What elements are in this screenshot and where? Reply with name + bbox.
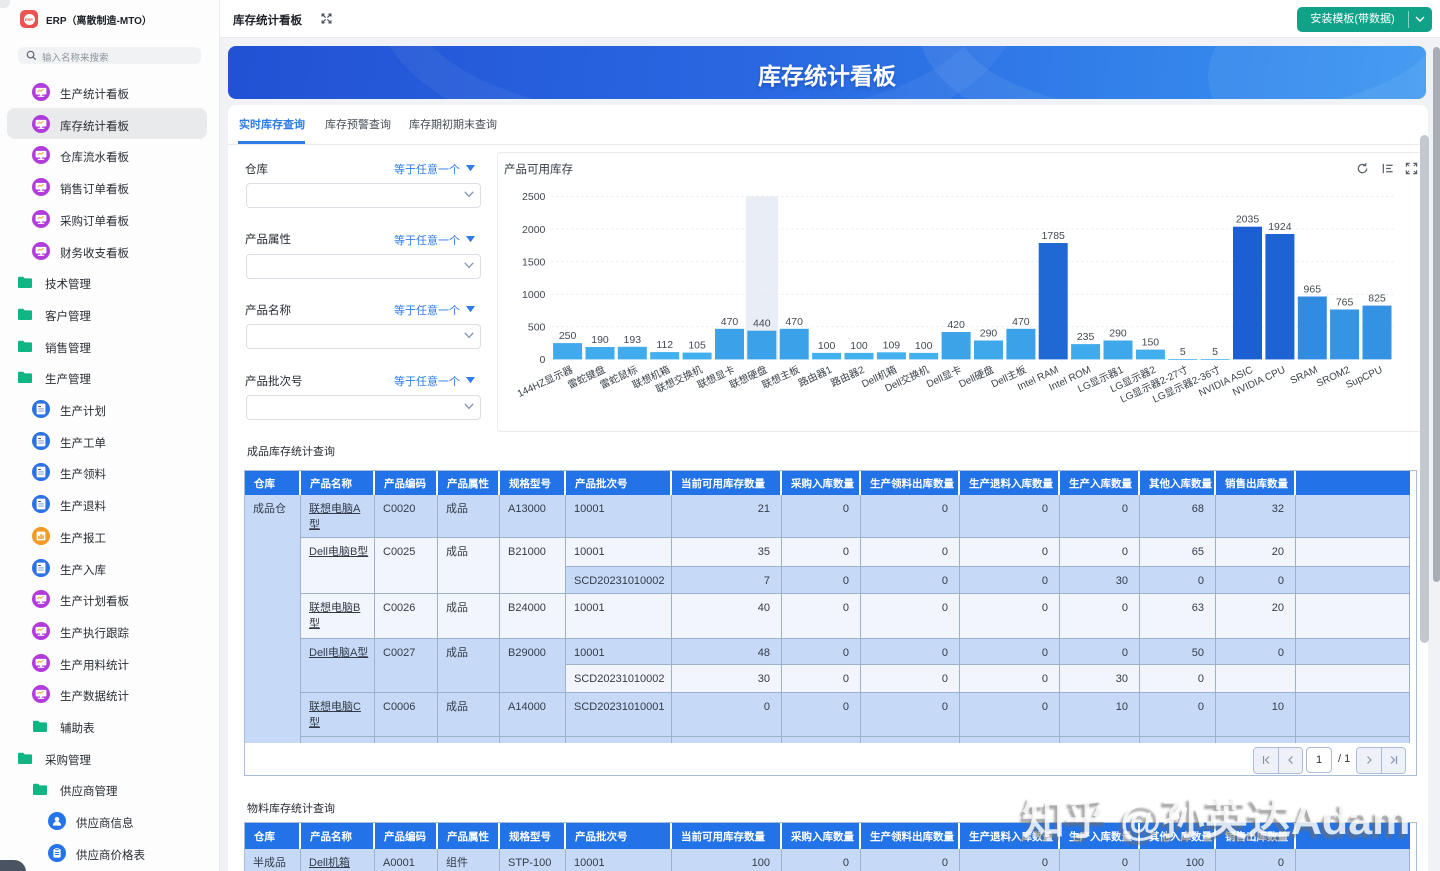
- svg-text:440: 440: [753, 318, 771, 330]
- svg-text:Dell显卡: Dell显卡: [924, 363, 963, 391]
- svg-text:2035: 2035: [1236, 214, 1260, 226]
- svg-text:1785: 1785: [1042, 230, 1066, 242]
- svg-text:联想主板: 联想主板: [760, 363, 802, 392]
- svg-text:250: 250: [559, 330, 577, 342]
- svg-text:100: 100: [818, 340, 836, 352]
- svg-text:965: 965: [1304, 284, 1322, 296]
- svg-text:112: 112: [656, 339, 673, 351]
- svg-text:190: 190: [591, 334, 609, 346]
- svg-text:路由器2: 路由器2: [829, 363, 867, 390]
- svg-text:2500: 2500: [522, 191, 546, 203]
- svg-text:5: 5: [1212, 346, 1218, 358]
- svg-text:500: 500: [528, 322, 546, 334]
- svg-text:SRAM: SRAM: [1289, 365, 1320, 387]
- svg-text:290: 290: [1109, 328, 1127, 340]
- svg-text:Dell硬盘: Dell硬盘: [957, 363, 996, 391]
- svg-text:193: 193: [624, 334, 642, 346]
- svg-text:2000: 2000: [522, 224, 546, 236]
- svg-text:290: 290: [980, 328, 998, 340]
- svg-text:109: 109: [883, 339, 901, 351]
- svg-text:825: 825: [1368, 293, 1386, 305]
- svg-text:470: 470: [721, 316, 739, 328]
- svg-text:100: 100: [850, 340, 868, 352]
- svg-text:SupCPU: SupCPU: [1344, 365, 1384, 391]
- svg-text:150: 150: [1142, 337, 1160, 349]
- svg-text:1000: 1000: [522, 289, 546, 301]
- svg-text:0: 0: [540, 354, 546, 366]
- svg-text:235: 235: [1077, 331, 1095, 343]
- svg-text:765: 765: [1336, 297, 1354, 309]
- svg-text:1924: 1924: [1268, 221, 1292, 233]
- svg-text:5: 5: [1180, 346, 1186, 358]
- svg-text:470: 470: [785, 316, 803, 328]
- svg-text:100: 100: [915, 340, 933, 352]
- svg-text:路由器1: 路由器1: [796, 363, 834, 390]
- svg-text:1500: 1500: [522, 256, 546, 268]
- svg-text:420: 420: [947, 319, 965, 331]
- svg-text:470: 470: [1012, 316, 1030, 328]
- svg-text:105: 105: [688, 340, 706, 352]
